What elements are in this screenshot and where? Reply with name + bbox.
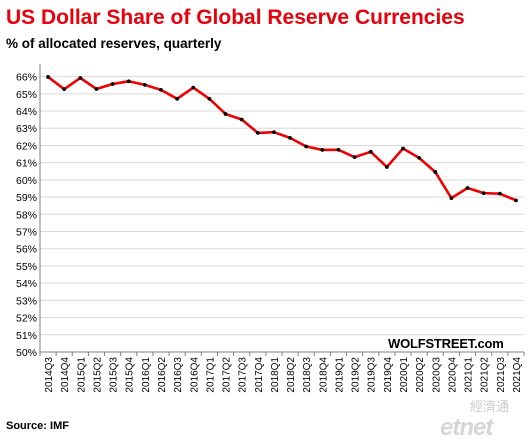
data-point	[320, 148, 325, 152]
brand-label: WOLFSTREET.com	[388, 336, 504, 351]
y-tick-label: 56%	[16, 244, 37, 256]
x-tick-label: 2014Q4	[60, 357, 71, 393]
x-tick-label: 2016Q1	[141, 357, 152, 393]
y-tick-label: 53%	[16, 295, 37, 307]
data-point	[384, 165, 389, 169]
source-label: Source: IMF	[6, 420, 69, 432]
data-point	[126, 79, 131, 84]
x-tick-label: 2016Q2	[157, 357, 168, 393]
x-tick-label: 2018Q4	[318, 357, 329, 393]
x-tick-label: 2021Q2	[480, 357, 491, 393]
y-tick-label: 58%	[16, 209, 37, 221]
data-point	[142, 82, 147, 87]
x-tick-label: 2020Q1	[399, 357, 410, 393]
x-tick-label: 2021Q3	[496, 357, 507, 393]
data-point	[401, 146, 405, 151]
data-point	[272, 130, 276, 135]
data-point	[191, 85, 196, 90]
y-tick-label: 64%	[16, 106, 37, 118]
chart-subtitle: % of allocated reserves, quarterly	[6, 36, 222, 51]
axes	[39, 64, 525, 356]
y-tick-label: 55%	[16, 261, 37, 273]
data-point	[368, 149, 373, 154]
y-tick-label: 59%	[16, 192, 37, 204]
x-tick-label: 2020Q4	[447, 357, 458, 393]
data-point	[175, 96, 180, 101]
x-tick-label: 2015Q2	[92, 357, 103, 393]
y-tick-label: 66%	[16, 72, 37, 84]
x-axis-labels: 2014Q3 2014Q4 2015Q1 2015Q2 2015Q3 2015Q4 2016…	[44, 357, 523, 393]
x-tick-label: 2019Q4	[383, 357, 394, 393]
gridlines	[40, 76, 524, 336]
x-tick-label: 2018Q3	[302, 357, 313, 393]
data-point	[352, 155, 357, 160]
x-tick-label: 2016Q4	[189, 357, 200, 393]
x-tick-label: 2018Q1	[270, 357, 281, 393]
x-tick-label: 2015Q4	[125, 357, 136, 393]
y-tick-label: 65%	[16, 89, 37, 101]
x-tick-label: 2014Q3	[44, 357, 55, 393]
data-point	[46, 75, 50, 79]
y-tick-label: 51%	[16, 330, 37, 342]
data-point	[465, 186, 470, 190]
y-axis-labels: 50% 51% 52% 53% 54% 55% 56% 57% 58% 59% 60% 61% 62% 6…	[16, 72, 37, 359]
watermark-cn: 經濟通	[470, 399, 510, 414]
series-line	[47, 75, 517, 202]
y-tick-label: 54%	[16, 278, 37, 290]
data-point	[207, 96, 212, 101]
x-tick-label: 2021Q4	[512, 357, 523, 393]
x-tick-label: 2021Q1	[464, 357, 475, 393]
data-point	[62, 87, 67, 92]
data-point	[449, 196, 454, 201]
x-tick-label: 2017Q1	[205, 357, 216, 393]
x-tick-label: 2020Q3	[431, 357, 442, 393]
x-tick-label: 2017Q2	[222, 357, 233, 393]
x-tick-label: 2017Q3	[238, 357, 249, 393]
data-point	[497, 191, 502, 196]
watermark-logo: etnet	[440, 414, 493, 441]
x-tick-label: 2017Q4	[254, 357, 265, 393]
data-point	[433, 170, 438, 174]
x-tick-label: 2019Q3	[367, 357, 378, 393]
data-point	[239, 117, 244, 122]
data-point	[481, 191, 486, 196]
chart-title: US Dollar Share of Global Reserve Curren…	[6, 6, 465, 29]
x-tick-label: 2015Q1	[76, 357, 87, 393]
data-point	[78, 76, 83, 80]
x-tick-label: 2020Q2	[415, 357, 426, 393]
data-point	[514, 198, 518, 203]
x-tick-label: 2016Q3	[173, 357, 184, 393]
x-tick-label: 2018Q2	[286, 357, 297, 393]
data-point	[288, 135, 292, 140]
data-point	[304, 144, 309, 149]
data-point	[336, 147, 341, 152]
data-point	[110, 82, 115, 86]
y-tick-label: 63%	[16, 123, 37, 135]
x-tick-label: 2019Q1	[334, 357, 345, 393]
data-point	[417, 155, 422, 160]
data-point	[159, 87, 163, 92]
data-point	[94, 87, 99, 91]
y-tick-label: 61%	[16, 158, 37, 170]
y-tick-label: 57%	[16, 227, 37, 239]
series	[46, 75, 518, 203]
data-point	[255, 130, 260, 135]
x-tick-label: 2019Q2	[351, 357, 362, 393]
y-tick-label: 52%	[16, 313, 37, 325]
y-tick-label: 50%	[16, 347, 37, 359]
y-tick-label: 60%	[16, 175, 37, 187]
y-tick-label: 62%	[16, 140, 37, 152]
x-tick-label: 2015Q3	[109, 357, 120, 393]
data-point	[223, 112, 228, 116]
